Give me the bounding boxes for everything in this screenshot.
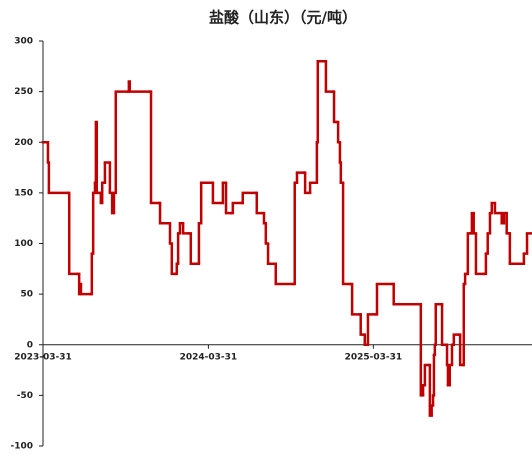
y-tick-label: 250 <box>14 87 33 97</box>
y-tick-label: 100 <box>14 239 33 249</box>
y-tick-label: -50 <box>17 391 33 401</box>
y-tick-label: 50 <box>20 290 33 300</box>
x-tick-label: 2025-03-31 <box>345 352 403 362</box>
y-tick-label: 300 <box>14 37 33 47</box>
y-tick-label: 150 <box>14 188 33 198</box>
y-tick-label: -100 <box>10 442 33 452</box>
y-tick-label: 200 <box>14 138 33 148</box>
y-tick-label: 0 <box>27 340 33 350</box>
x-tick-label: 2024-03-31 <box>180 352 238 362</box>
chart-title: 盐酸（山东）（元/吨） <box>209 9 357 27</box>
x-tick-label: 2023-03-31 <box>14 352 72 362</box>
